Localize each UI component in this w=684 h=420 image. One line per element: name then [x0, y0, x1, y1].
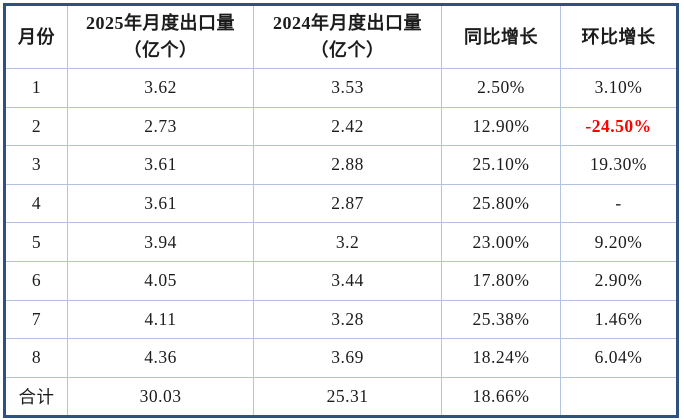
column-header-line: 月份 [18, 26, 55, 47]
table-cell-y2024: 2.88 [253, 145, 442, 185]
table-cell-yoy: 25.80% [441, 183, 561, 224]
table-cell-yoy: 17.80% [441, 260, 561, 301]
table-cell-mom: -24.50% [560, 106, 678, 147]
table-cell-mom: 19.30% [560, 145, 678, 185]
table-cell-mom: 6.04% [560, 338, 678, 378]
table-row: 1 3.62 3.53 2.50% 3.10% [4, 68, 678, 108]
table-row: 2 2.73 2.42 12.90% -24.50% [4, 106, 678, 147]
table-cell-yoy: 18.66% [441, 376, 561, 418]
table-body: 1 3.62 3.53 2.50% 3.10% 2 2.73 2.42 12.90% -24.50… [4, 68, 678, 418]
table-cell-yoy: 12.90% [441, 106, 561, 147]
table-cell-month: 1 [4, 68, 68, 108]
table-cell-y2024: 3.2 [253, 222, 442, 262]
column-header-line: 2025年月度出口量 [86, 13, 235, 33]
column-header-mom: 环比增长 [560, 4, 678, 69]
table-cell-month: 合计 [4, 376, 68, 418]
table-cell-mom: - [560, 183, 678, 224]
column-header-yoy: 同比增长 [441, 4, 561, 69]
table-cell-mom: 1.46% [560, 299, 678, 340]
table-cell-y2025: 4.11 [67, 299, 254, 340]
table-cell-yoy: 23.00% [441, 222, 561, 262]
table-row: 合计 30.03 25.31 18.66% [4, 376, 678, 418]
table-cell-y2025: 4.05 [67, 260, 254, 301]
table-cell-mom: 9.20% [560, 222, 678, 262]
table-cell-mom: 3.10% [560, 68, 678, 108]
table-row: 3 3.61 2.88 25.10% 19.30% [4, 145, 678, 185]
column-header-line: 2024年月度出口量 [273, 13, 422, 33]
table-cell-y2025: 3.61 [67, 145, 254, 185]
monthly-export-volume-table: 月份 2025年月度出口量 （亿个） 2024年月度出口量 （亿个） 同比增长 环比增长 1… [3, 3, 679, 419]
table-cell-yoy: 25.38% [441, 299, 561, 340]
column-header-month: 月份 [4, 4, 68, 69]
table-cell-month: 8 [4, 338, 68, 378]
table-row: 6 4.05 3.44 17.80% 2.90% [4, 260, 678, 301]
table-cell-y2025: 3.94 [67, 222, 254, 262]
table-cell-mom: 2.90% [560, 260, 678, 301]
table-cell-yoy: 2.50% [441, 68, 561, 108]
column-header-line: （亿个） [310, 40, 385, 60]
table-cell-y2024: 3.28 [253, 299, 442, 340]
table-cell-month: 5 [4, 222, 68, 262]
table-row: 4 3.61 2.87 25.80% - [4, 183, 678, 224]
table-cell-y2024: 3.69 [253, 338, 442, 378]
table-cell-month: 4 [4, 183, 68, 224]
table-cell-y2025: 3.62 [67, 68, 254, 108]
column-header-line: 环比增长 [581, 26, 656, 47]
table-cell-y2025: 4.36 [67, 338, 254, 378]
column-header-y2024: 2024年月度出口量 （亿个） [253, 4, 442, 69]
table-header: 月份 2025年月度出口量 （亿个） 2024年月度出口量 （亿个） 同比增长 环比增长 [4, 4, 678, 69]
table-cell-mom [560, 376, 678, 418]
table-cell-y2024: 2.42 [253, 106, 442, 147]
table-row: 8 4.36 3.69 18.24% 6.04% [4, 338, 678, 378]
table-cell-y2025: 3.61 [67, 183, 254, 224]
table-cell-y2024: 25.31 [253, 376, 442, 418]
table-cell-month: 6 [4, 260, 68, 301]
column-header-line: 同比增长 [464, 26, 538, 47]
table-cell-y2025: 30.03 [67, 376, 254, 418]
table-row: 5 3.94 3.2 23.00% 9.20% [4, 222, 678, 262]
table-cell-yoy: 18.24% [441, 338, 561, 378]
column-header-line: （亿个） [123, 40, 198, 60]
table-row: 7 4.11 3.28 25.38% 1.46% [4, 299, 678, 340]
header-row: 月份 2025年月度出口量 （亿个） 2024年月度出口量 （亿个） 同比增长 环比增长 [4, 4, 678, 69]
table-cell-month: 2 [4, 106, 68, 147]
table-cell-yoy: 25.10% [441, 145, 561, 185]
table-cell-month: 7 [4, 299, 68, 340]
table-cell-y2024: 3.53 [253, 68, 442, 108]
column-header-y2025: 2025年月度出口量 （亿个） [67, 4, 254, 69]
table-cell-y2024: 2.87 [253, 183, 442, 224]
table-cell-y2024: 3.44 [253, 260, 442, 301]
table-cell-y2025: 2.73 [67, 106, 254, 147]
table-cell-month: 3 [4, 145, 68, 185]
